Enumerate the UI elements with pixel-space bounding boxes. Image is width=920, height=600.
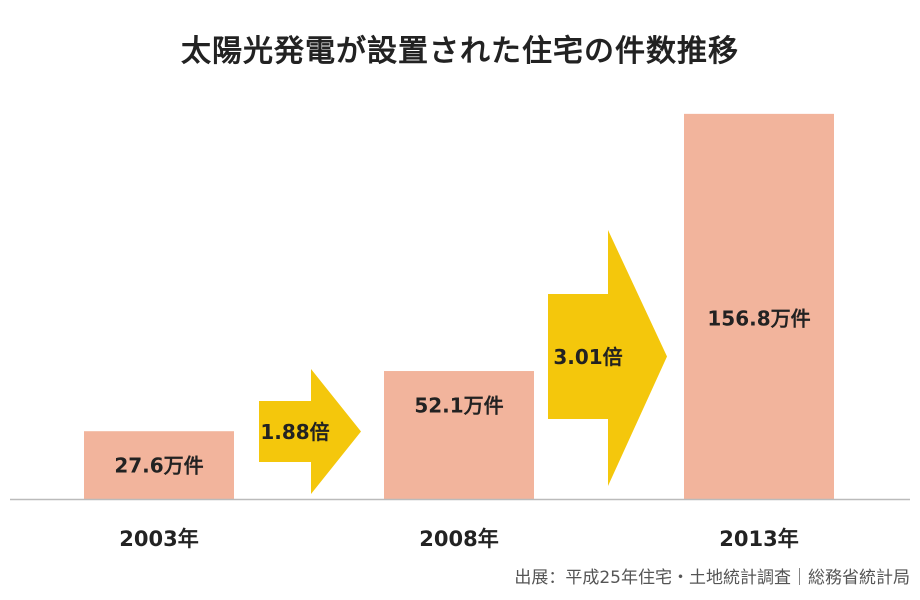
bar-value-label-3: 156.8万件 [707,306,810,330]
growth-label-2: 3.01倍 [553,345,622,369]
bar-value-label-1: 27.6万件 [114,454,203,478]
growth-arrow-2 [548,230,667,486]
x-tick-label-1: 2003年 [119,527,198,551]
x-tick-label-2: 2008年 [419,527,498,551]
bar-2 [384,371,534,499]
bar-3 [684,113,834,500]
bar-value-label-2: 52.1万件 [414,394,503,418]
source-note: 出展：平成25年住宅・土地統計調査｜総務省統計局 [514,568,910,588]
growth-label-1: 1.88倍 [260,420,329,444]
x-tick-label-3: 2013年 [719,527,798,551]
growth-arrow-1 [259,369,361,494]
bar-1 [84,431,234,499]
chart-title: 太陽光発電が設置された住宅の件数推移 [181,34,739,69]
